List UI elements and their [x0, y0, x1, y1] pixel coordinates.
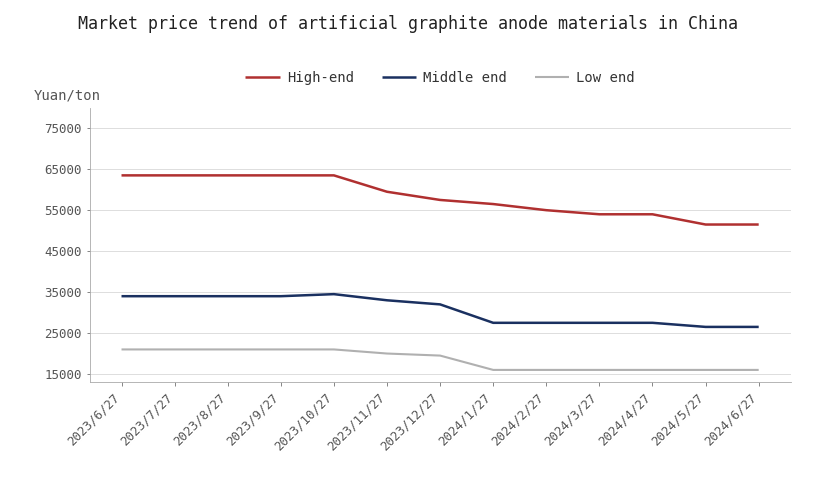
- Line: Low end: Low end: [121, 349, 759, 370]
- Low end: [329, 346, 339, 352]
- Legend: High-end, Middle end, Low end: High-end, Middle end, Low end: [240, 65, 641, 91]
- Middle end: [488, 320, 498, 326]
- High-end: [170, 172, 179, 178]
- Low end: [276, 346, 286, 352]
- Low end: [488, 367, 498, 373]
- Low end: [170, 346, 179, 352]
- Line: Middle end: Middle end: [121, 294, 759, 327]
- High-end: [276, 172, 286, 178]
- High-end: [488, 201, 498, 207]
- High-end: [382, 189, 392, 195]
- Low end: [541, 367, 551, 373]
- Middle end: [329, 291, 339, 297]
- Middle end: [382, 297, 392, 303]
- High-end: [648, 211, 658, 217]
- Middle end: [754, 324, 764, 330]
- Middle end: [541, 320, 551, 326]
- High-end: [701, 221, 711, 227]
- Low end: [754, 367, 764, 373]
- Low end: [222, 346, 232, 352]
- Low end: [117, 346, 126, 352]
- Middle end: [170, 293, 179, 299]
- Middle end: [117, 293, 126, 299]
- Low end: [701, 367, 711, 373]
- Middle end: [648, 320, 658, 326]
- Low end: [648, 367, 658, 373]
- High-end: [541, 207, 551, 213]
- High-end: [117, 172, 126, 178]
- Middle end: [435, 301, 445, 307]
- High-end: [329, 172, 339, 178]
- Low end: [382, 350, 392, 356]
- High-end: [754, 221, 764, 227]
- Middle end: [222, 293, 232, 299]
- Text: Market price trend of artificial graphite anode materials in China: Market price trend of artificial graphit…: [77, 15, 738, 33]
- Text: Yuan/ton: Yuan/ton: [33, 88, 100, 102]
- High-end: [594, 211, 604, 217]
- High-end: [435, 197, 445, 203]
- Middle end: [701, 324, 711, 330]
- Line: High-end: High-end: [121, 175, 759, 224]
- Middle end: [594, 320, 604, 326]
- Low end: [594, 367, 604, 373]
- Middle end: [276, 293, 286, 299]
- Low end: [435, 353, 445, 359]
- High-end: [222, 172, 232, 178]
